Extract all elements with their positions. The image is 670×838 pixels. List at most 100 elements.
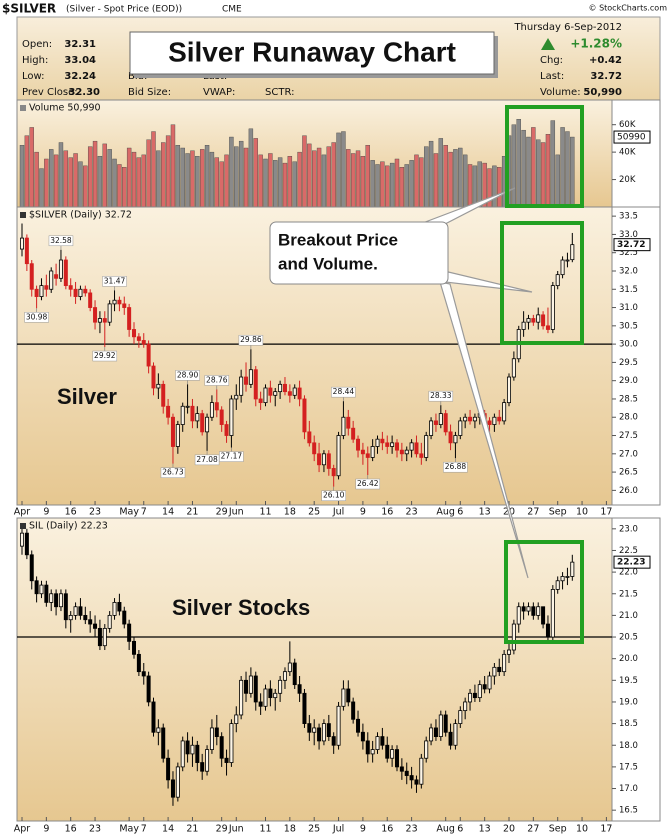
- volume-bar: [190, 150, 195, 208]
- y-tick-label: 19.0: [619, 697, 638, 707]
- x-tick-label: 23: [406, 507, 418, 518]
- candle-body: [502, 402, 507, 422]
- candle-body: [463, 701, 468, 712]
- volume-bar: [234, 146, 239, 208]
- candle-body: [414, 442, 419, 455]
- x-tick-label: 17: [600, 824, 612, 835]
- candle-body: [302, 398, 307, 433]
- label-box: [443, 461, 468, 473]
- volume-bar: [224, 154, 229, 208]
- candle-body: [58, 259, 63, 279]
- callout-box: [269, 221, 449, 285]
- volume-bar: [389, 162, 395, 208]
- field-label: SCTR:: [265, 87, 294, 98]
- volume-bar: [29, 127, 34, 208]
- volume-bar: [204, 145, 210, 208]
- candle-body: [414, 779, 419, 785]
- candle-body: [433, 727, 438, 737]
- candle-body: [268, 688, 273, 699]
- candle-body: [346, 416, 351, 429]
- candle-body: [409, 775, 414, 781]
- candle-body: [24, 532, 29, 556]
- candle-body: [239, 376, 244, 396]
- last-value: 50990: [617, 133, 646, 143]
- candle-body: [472, 416, 477, 422]
- candle-body: [239, 679, 244, 716]
- candle-body: [521, 321, 526, 330]
- panel-annotation: Silver Stocks: [172, 595, 310, 620]
- x-tick-label: 17: [600, 507, 612, 518]
- candle-body: [477, 684, 482, 699]
- plot-area: 20K 40K 60K Volume 50,990 50990 26.0 26.5 27.0 2…: [14, 99, 661, 835]
- candle-body: [205, 749, 210, 772]
- candle-body: [175, 766, 180, 798]
- candle-body: [175, 424, 180, 447]
- symbol: $SILVER: [2, 2, 56, 16]
- label-box: [428, 390, 454, 402]
- candle-body: [321, 453, 326, 466]
- y-tick-label: 22.0: [619, 568, 638, 578]
- volume-bar: [277, 157, 283, 208]
- y-tick-label: 40K: [619, 148, 636, 158]
- candle-body: [214, 727, 219, 737]
- y-tick-label: 28.0: [619, 413, 638, 423]
- volume-bar: [175, 145, 181, 208]
- y-tick-label: 23.0: [619, 524, 638, 534]
- candle-body: [292, 387, 297, 396]
- y-tick-label: 31.5: [619, 285, 638, 295]
- candle-body: [44, 285, 49, 290]
- candle-body: [170, 779, 175, 798]
- volume-bar: [312, 150, 317, 208]
- candle-body: [268, 387, 273, 396]
- series-name: $SILVER (Daily) 32.72: [29, 210, 132, 221]
- candle-body: [438, 413, 443, 425]
- candle-body: [253, 675, 258, 703]
- last-value-box: [613, 555, 651, 569]
- candle-body: [112, 299, 117, 305]
- candle-body: [161, 383, 166, 407]
- field-label: Last:: [540, 71, 564, 82]
- axis-background: [611, 206, 661, 506]
- volume-bar: [258, 154, 263, 208]
- x-tick-label: 9: [360, 507, 366, 518]
- volume-bar: [34, 151, 39, 208]
- volume-bar: [248, 128, 254, 208]
- volume-bar: [370, 160, 375, 208]
- candle-body: [146, 343, 151, 367]
- y-tick-label: 20.5: [619, 633, 638, 643]
- candle-body: [341, 688, 346, 707]
- volume-bar: [156, 150, 161, 208]
- volume-bar: [448, 151, 453, 208]
- candle-body: [263, 688, 268, 707]
- axis-background: [611, 99, 661, 208]
- highlight-box: [500, 221, 584, 345]
- candle-body: [49, 270, 54, 290]
- volume-bar: [185, 153, 190, 208]
- candle-body: [317, 727, 322, 742]
- candle-body: [331, 736, 336, 746]
- candle-body: [570, 561, 575, 577]
- field-label: High:: [22, 55, 48, 66]
- y-tick-label: 26.0: [619, 486, 638, 496]
- candle-body: [492, 416, 497, 425]
- x-tick-label: 16: [381, 507, 393, 518]
- volume-bar: [243, 147, 249, 208]
- x-tick-label: 6: [457, 507, 463, 518]
- x-tick-label: Sep: [549, 507, 567, 518]
- x-tick-label: 14: [162, 507, 174, 518]
- candle-body: [536, 314, 541, 323]
- candle-body: [302, 692, 307, 725]
- candle-body: [297, 684, 302, 694]
- data-label: 28.76: [206, 375, 228, 384]
- candle-body: [234, 394, 239, 400]
- volume-bar: [375, 164, 380, 208]
- candle-body: [54, 274, 59, 279]
- exchange: CME: [222, 5, 242, 15]
- x-tick-label: 7: [141, 507, 147, 518]
- volume-bar: [453, 149, 458, 208]
- candle-body: [511, 358, 516, 378]
- candle-body: [307, 431, 312, 444]
- x-tick-label: Jun: [228, 824, 244, 835]
- candle-body: [506, 376, 511, 404]
